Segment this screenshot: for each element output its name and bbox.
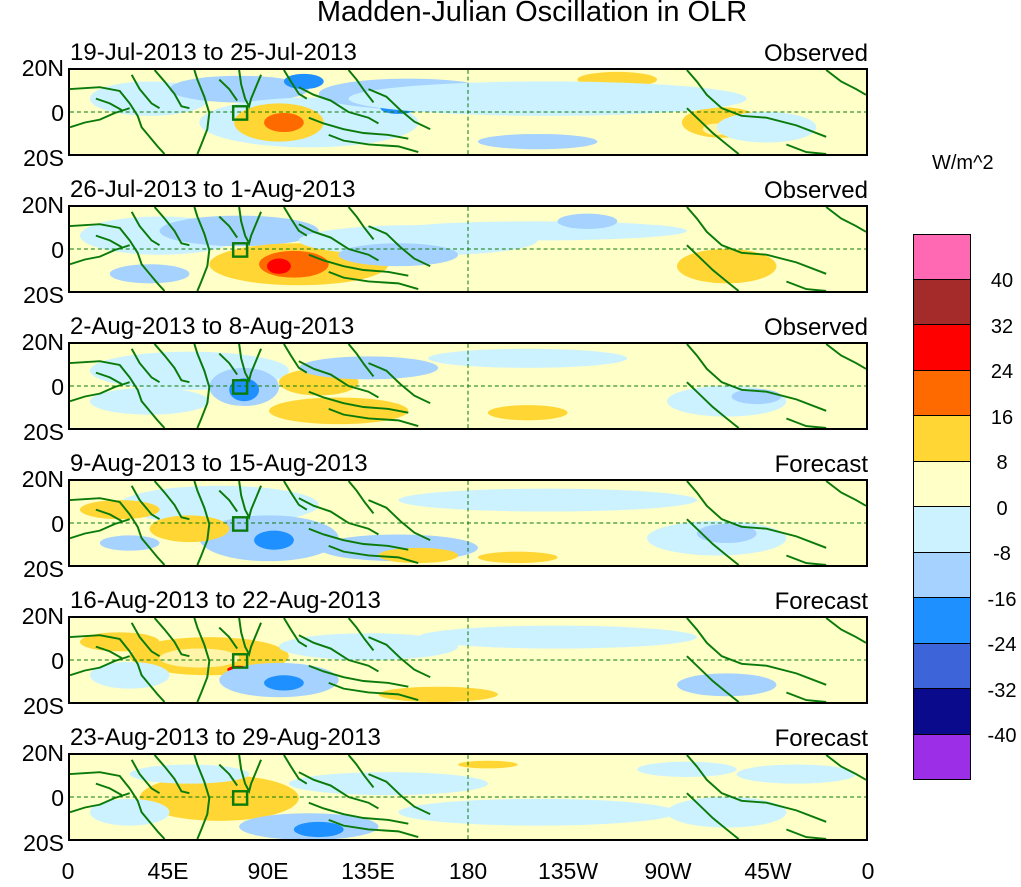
longitude-tick-label: 135E	[341, 858, 395, 884]
color-legend	[913, 234, 971, 780]
legend-swatch	[913, 689, 971, 735]
legend-tick-label: 32	[990, 315, 1014, 338]
panel-period-label: 9-Aug-2013 to 15-Aug-2013	[70, 450, 368, 477]
panel-kind-label: Forecast	[774, 588, 868, 615]
units-label: W/m^2	[932, 152, 994, 174]
panel-kind-label: Forecast	[774, 725, 868, 752]
latitude-tick-label: 20S	[23, 693, 64, 719]
legend-tick-label: -32	[987, 679, 1017, 702]
legend-tick-label: -8	[993, 543, 1011, 565]
figure-title: Madden-Julian Oscillation in OLR	[316, 0, 748, 28]
panel-kind-label: Observed	[763, 314, 868, 341]
latitude-tick-label: 0	[51, 237, 64, 263]
latitude-tick-label: 20S	[23, 419, 64, 445]
longitude-tick-label: 0	[61, 858, 75, 884]
legend-swatch	[913, 552, 971, 598]
legend-tick-label: 40	[990, 270, 1014, 292]
olr-map-panel	[68, 68, 868, 156]
panel-period-label: 16-Aug-2013 to 22-Aug-2013	[70, 587, 381, 614]
legend-swatch	[913, 370, 971, 416]
latitude-tick-label: 20N	[21, 603, 64, 629]
latitude-tick-label: 0	[51, 511, 64, 537]
legend-tick-label: -40	[987, 725, 1017, 747]
olr-map-panel	[68, 479, 868, 567]
legend-swatch	[913, 734, 971, 780]
olr-map-panel	[68, 616, 868, 704]
legend-swatch	[913, 507, 971, 553]
panel-kind-label: Observed	[763, 177, 868, 204]
legend-swatch	[913, 461, 971, 507]
legend-swatch	[913, 279, 971, 325]
olr-map-panel	[68, 753, 868, 841]
latitude-tick-label: 0	[51, 100, 64, 126]
legend-tick-label: 8	[996, 452, 1008, 474]
latitude-tick-label: 20S	[23, 556, 64, 582]
longitude-tick-label: 0	[861, 858, 875, 884]
legend-swatch	[913, 598, 971, 644]
legend-tick-label: -16	[987, 588, 1017, 611]
legend-swatch	[913, 234, 971, 280]
latitude-tick-label: 20N	[21, 740, 64, 766]
longitude-tick-label: 90E	[247, 858, 289, 884]
longitude-tick-label: 45W	[744, 858, 792, 884]
latitude-tick-label: 20S	[23, 830, 64, 856]
latitude-tick-label: 0	[51, 785, 64, 811]
legend-tick-label: 24	[990, 361, 1014, 383]
longitude-tick-label: 90W	[644, 858, 692, 884]
latitude-tick-label: 0	[51, 648, 64, 674]
legend-swatch	[913, 643, 971, 689]
longitude-tick-label: 135W	[537, 858, 599, 884]
latitude-tick-label: 0	[51, 374, 64, 400]
panel-period-label: 26-Jul-2013 to 1-Aug-2013	[70, 176, 356, 203]
latitude-tick-label: 20S	[23, 282, 64, 308]
panel-kind-label: Forecast	[774, 451, 868, 478]
panel-period-label: 19-Jul-2013 to 25-Jul-2013	[70, 39, 357, 66]
latitude-tick-label: 20S	[23, 145, 64, 171]
legend-swatch	[913, 416, 971, 462]
panel-period-label: 23-Aug-2013 to 29-Aug-2013	[70, 724, 381, 751]
legend-tick-label: -24	[987, 634, 1017, 656]
latitude-tick-label: 20N	[21, 466, 64, 492]
legend-tick-label: 0	[996, 497, 1008, 520]
latitude-tick-label: 20N	[21, 192, 64, 218]
panel-period-label: 2-Aug-2013 to 8-Aug-2013	[70, 313, 355, 340]
legend-tick-label: 16	[990, 406, 1014, 429]
legend-swatch	[913, 325, 971, 371]
latitude-tick-label: 20N	[21, 55, 64, 81]
latitude-tick-label: 20N	[21, 329, 64, 355]
longitude-tick-label: 180	[448, 858, 488, 884]
longitude-tick-label: 45E	[147, 858, 189, 884]
olr-map-panel	[68, 342, 868, 430]
panel-kind-label: Observed	[763, 40, 868, 67]
olr-map-panel	[68, 205, 868, 293]
